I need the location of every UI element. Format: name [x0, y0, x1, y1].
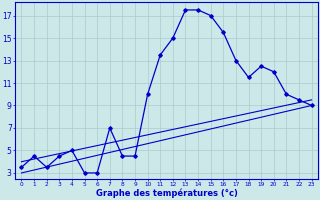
X-axis label: Graphe des températures (°c): Graphe des températures (°c) [96, 188, 237, 198]
